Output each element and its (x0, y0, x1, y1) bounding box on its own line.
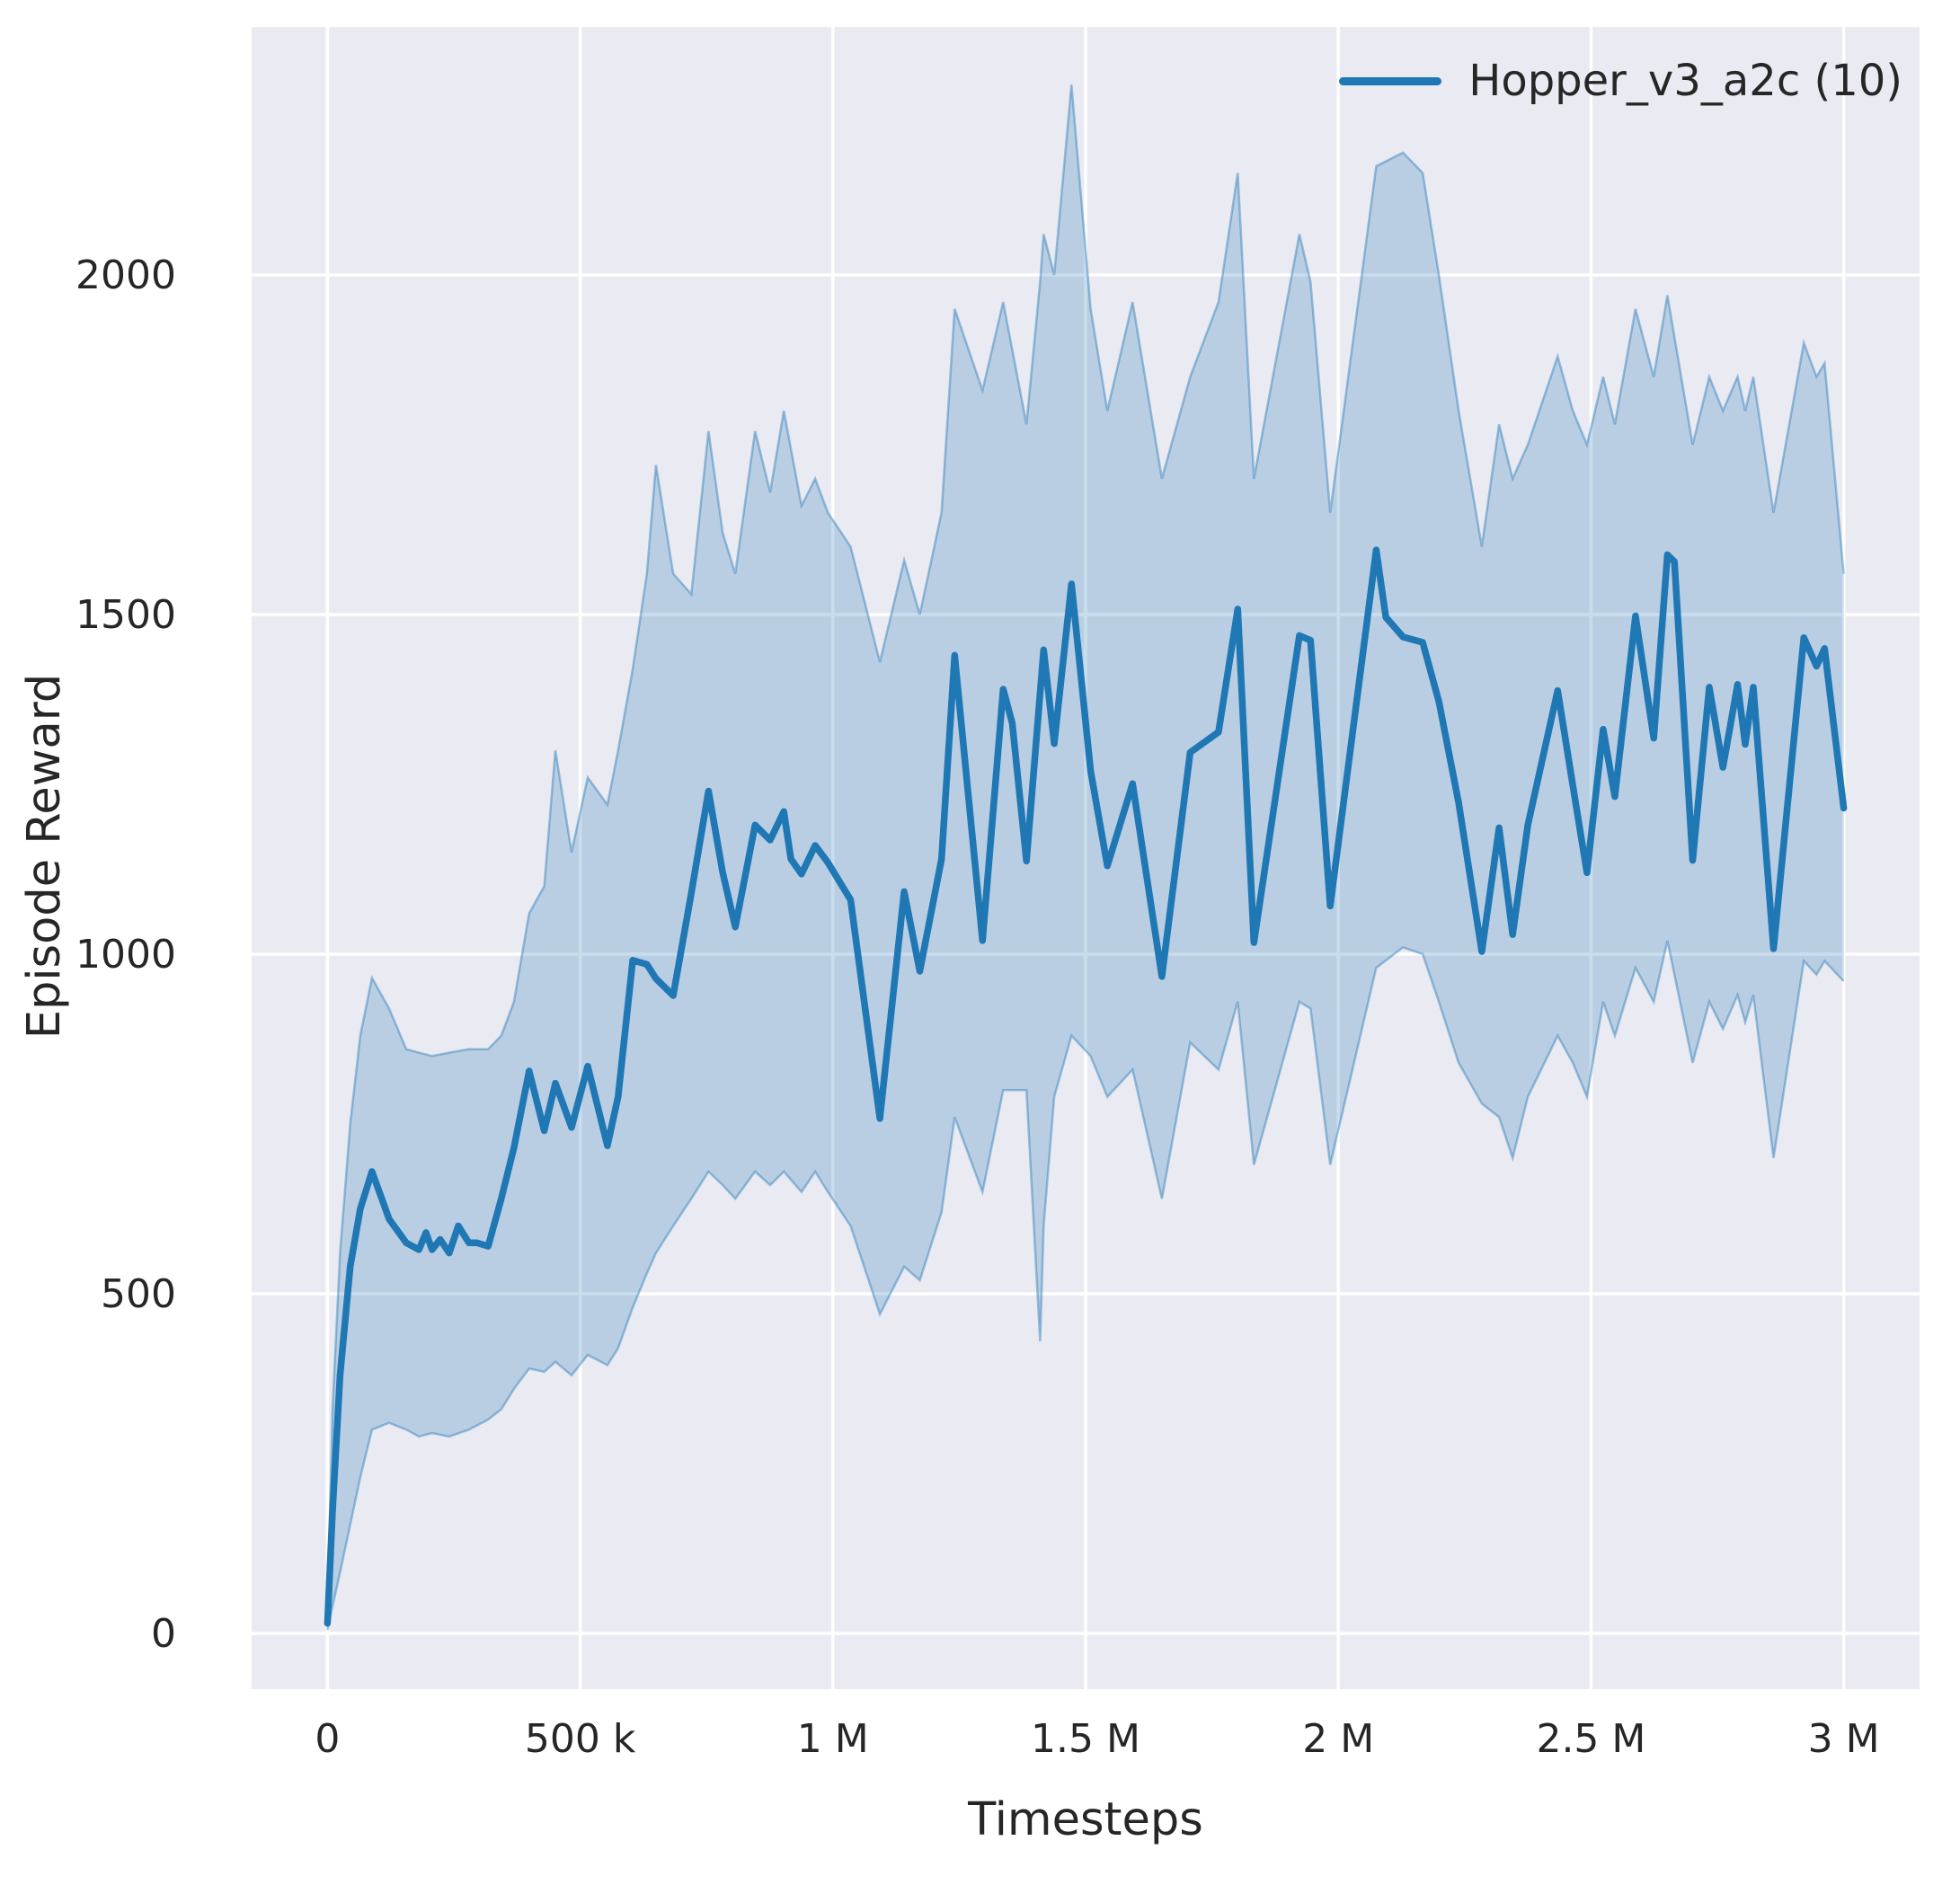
confidence-band (327, 84, 1844, 1631)
confidence-band-upper-edge (326, 84, 1845, 1614)
legend: Hopper_v3_a2c (10) (1339, 56, 1902, 106)
svg-text:0: 0 (151, 1611, 176, 1657)
svg-text:500: 500 (101, 1271, 176, 1317)
svg-text:3 M: 3 M (1808, 1716, 1880, 1762)
svg-text:1000: 1000 (75, 932, 176, 978)
svg-text:0: 0 (315, 1716, 340, 1762)
gridlines (252, 27, 1920, 1689)
svg-text:2000: 2000 (75, 252, 176, 298)
legend-label: Hopper_v3_a2c (10) (1468, 56, 1902, 106)
svg-text:500 k: 500 k (525, 1716, 636, 1762)
svg-text:1500: 1500 (75, 592, 176, 638)
y-tick-labels: 0 500 1000 1500 2000 (75, 252, 176, 1657)
x-tick-labels: 0 500 k 1 M 1.5 M 2 M 2.5 M 3 M (315, 1716, 1879, 1762)
svg-text:2 M: 2 M (1302, 1716, 1374, 1762)
x-axis-label: Timesteps (968, 1793, 1203, 1846)
svg-text:1.5 M: 1.5 M (1031, 1716, 1140, 1762)
svg-text:2.5 M: 2.5 M (1536, 1716, 1645, 1762)
svg-text:1 M: 1 M (797, 1716, 869, 1762)
y-axis-label: Episode Reward (18, 673, 71, 1040)
confidence-band-lower-edge (326, 940, 1845, 1631)
mean-reward-line (324, 546, 1848, 1627)
legend-line-swatch (1339, 76, 1442, 85)
